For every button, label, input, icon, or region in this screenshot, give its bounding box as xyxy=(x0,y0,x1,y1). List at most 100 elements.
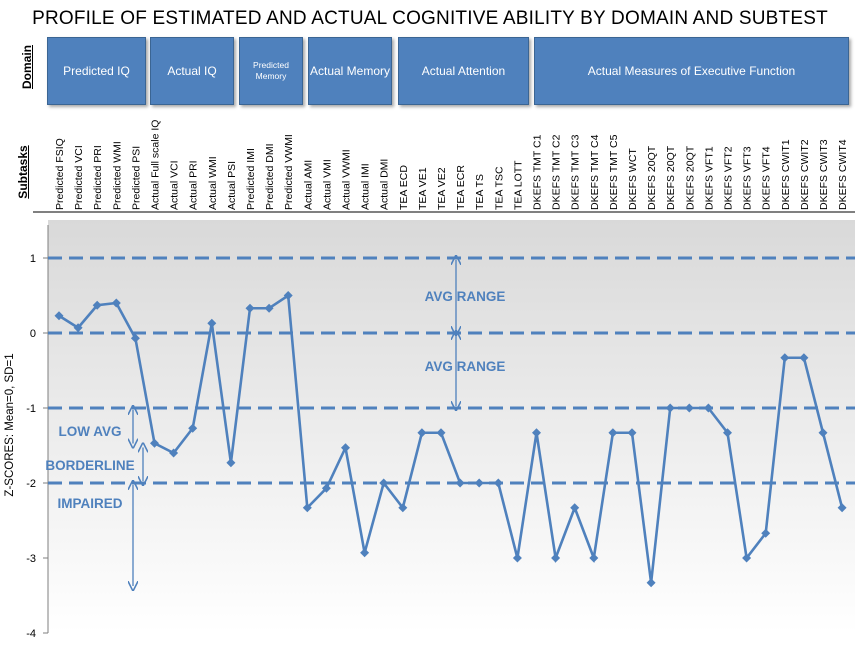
data-point xyxy=(379,478,389,488)
data-point xyxy=(169,448,179,458)
data-point xyxy=(684,403,694,413)
x-tick-label: Actual VMI xyxy=(321,159,333,210)
data-point xyxy=(780,353,790,363)
x-tick-label: DKEFS CWIT2 xyxy=(799,139,811,210)
plot-background xyxy=(48,220,855,633)
domain-box: Actual Memory xyxy=(308,37,392,105)
x-tick-label: Predicted VCI xyxy=(73,145,85,210)
x-tick-label: Actual PRI xyxy=(188,160,200,210)
x-tick-label: DKEFS CWIT4 xyxy=(837,139,849,210)
data-point xyxy=(742,553,752,563)
range-annotation: AVG RANGE xyxy=(425,359,506,374)
y-tick-label: -2 xyxy=(26,478,36,490)
x-tick-label: TEA LOTT xyxy=(512,160,524,210)
data-point xyxy=(818,428,828,438)
chart-title: PROFILE OF ESTIMATED AND ACTUAL COGNITIV… xyxy=(32,8,828,29)
data-point xyxy=(92,300,102,310)
x-tick-label: Actual VWMI xyxy=(341,149,353,210)
x-tick-label: Predicted PRI xyxy=(92,145,104,210)
x-tick-label: Predicted FSIQ xyxy=(54,138,66,210)
x-tick-label: Predicted VWMI xyxy=(283,134,295,210)
y-tick-label: -1 xyxy=(26,403,36,415)
x-tick-label: DKEFS VFT4 xyxy=(761,146,773,210)
x-tick-label: DKEFS 20QT xyxy=(684,145,696,210)
y-tick-label: -4 xyxy=(26,628,36,640)
data-point xyxy=(111,298,121,308)
x-tick-label: DKEFS 20QT xyxy=(646,145,658,210)
x-tick-label: Actual DMI xyxy=(379,159,391,210)
data-point xyxy=(207,318,217,328)
data-point xyxy=(474,478,484,488)
range-annotation: LOW AVG xyxy=(59,424,122,439)
data-point xyxy=(532,428,541,438)
series-line xyxy=(58,293,844,583)
data-point xyxy=(570,503,580,513)
x-tick-label: Actual VCI xyxy=(169,160,181,210)
data-point xyxy=(761,528,771,538)
data-point xyxy=(188,423,198,433)
data-point xyxy=(226,458,236,468)
data-point xyxy=(455,478,465,488)
x-tick-label: Actual IMI xyxy=(360,163,372,210)
data-point xyxy=(302,503,312,513)
y-tick-label: -3 xyxy=(26,553,36,565)
data-point xyxy=(837,503,847,513)
y-tick-label: 0 xyxy=(30,328,36,340)
domain-box: Actual IQ xyxy=(150,37,234,105)
x-tick-label: TEA VE1 xyxy=(417,167,429,210)
data-point xyxy=(551,553,561,563)
data-point xyxy=(264,303,274,313)
data-point xyxy=(398,503,408,513)
x-tick-label: Predicted IMI xyxy=(245,148,257,210)
x-tick-label: Actual PSI xyxy=(226,161,238,210)
x-tick-label: DKEFS CWIT1 xyxy=(780,139,792,210)
data-point xyxy=(130,333,140,343)
domain-box: Predicted Memory xyxy=(239,37,303,105)
x-tick-label: Predicted PSI xyxy=(130,146,142,210)
x-tick-label: TEA VE2 xyxy=(436,167,448,210)
data-point xyxy=(321,483,331,493)
x-tick-label: DKEFS TMT C4 xyxy=(589,134,601,210)
x-tick-label: DKEFS TMT C5 xyxy=(608,134,620,210)
data-point xyxy=(360,548,370,558)
x-tick-label: TEA TS xyxy=(474,174,486,210)
data-point xyxy=(665,403,675,413)
domain-box: Predicted IQ xyxy=(47,37,146,105)
x-tick-label: Actual Full scale IQ xyxy=(150,120,162,210)
data-point xyxy=(150,438,159,448)
y-axis-label: Z-SCORES: Mean=0, SD=1 xyxy=(4,353,16,496)
x-tick-label: Predicted WMI xyxy=(111,141,123,210)
data-point xyxy=(245,303,255,313)
x-tick-label: DKEFS WCT xyxy=(627,148,639,210)
x-tick-label: DKEFS VFT1 xyxy=(703,146,715,210)
x-tick-label: DKEFS VFT2 xyxy=(723,146,735,210)
x-tick-label: TEA ECR xyxy=(455,165,467,210)
data-point xyxy=(512,553,522,563)
x-tick-label: Actual AMI xyxy=(302,160,314,210)
data-point xyxy=(73,323,83,333)
domain-box: Actual Attention xyxy=(398,37,529,105)
data-point xyxy=(54,311,64,321)
data-point xyxy=(627,428,637,438)
data-point xyxy=(283,291,293,300)
data-point xyxy=(493,478,503,488)
x-tick-label: Predicted DMI xyxy=(264,143,276,210)
data-point xyxy=(723,428,732,438)
data-point xyxy=(436,428,446,438)
range-annotation: IMPAIRED xyxy=(57,496,122,511)
x-tick-label: DKEFS VFT3 xyxy=(742,146,754,210)
data-point xyxy=(341,443,350,453)
x-tick-label: DKEFS TMT C2 xyxy=(551,134,563,210)
x-tick-label: DKEFS TMT C1 xyxy=(532,134,544,210)
x-tick-label: DKEFS TMT C3 xyxy=(570,134,582,210)
y-tick-label: 1 xyxy=(30,253,36,265)
data-point xyxy=(646,578,656,588)
data-point xyxy=(589,553,599,563)
domain-box: Actual Measures of Executive Function xyxy=(534,37,849,105)
data-point xyxy=(608,428,618,438)
data-point xyxy=(703,403,713,413)
x-tick-label: DKEFS 20QT xyxy=(665,145,677,210)
data-point xyxy=(799,353,809,363)
range-annotation: BORDERLINE xyxy=(45,458,134,473)
